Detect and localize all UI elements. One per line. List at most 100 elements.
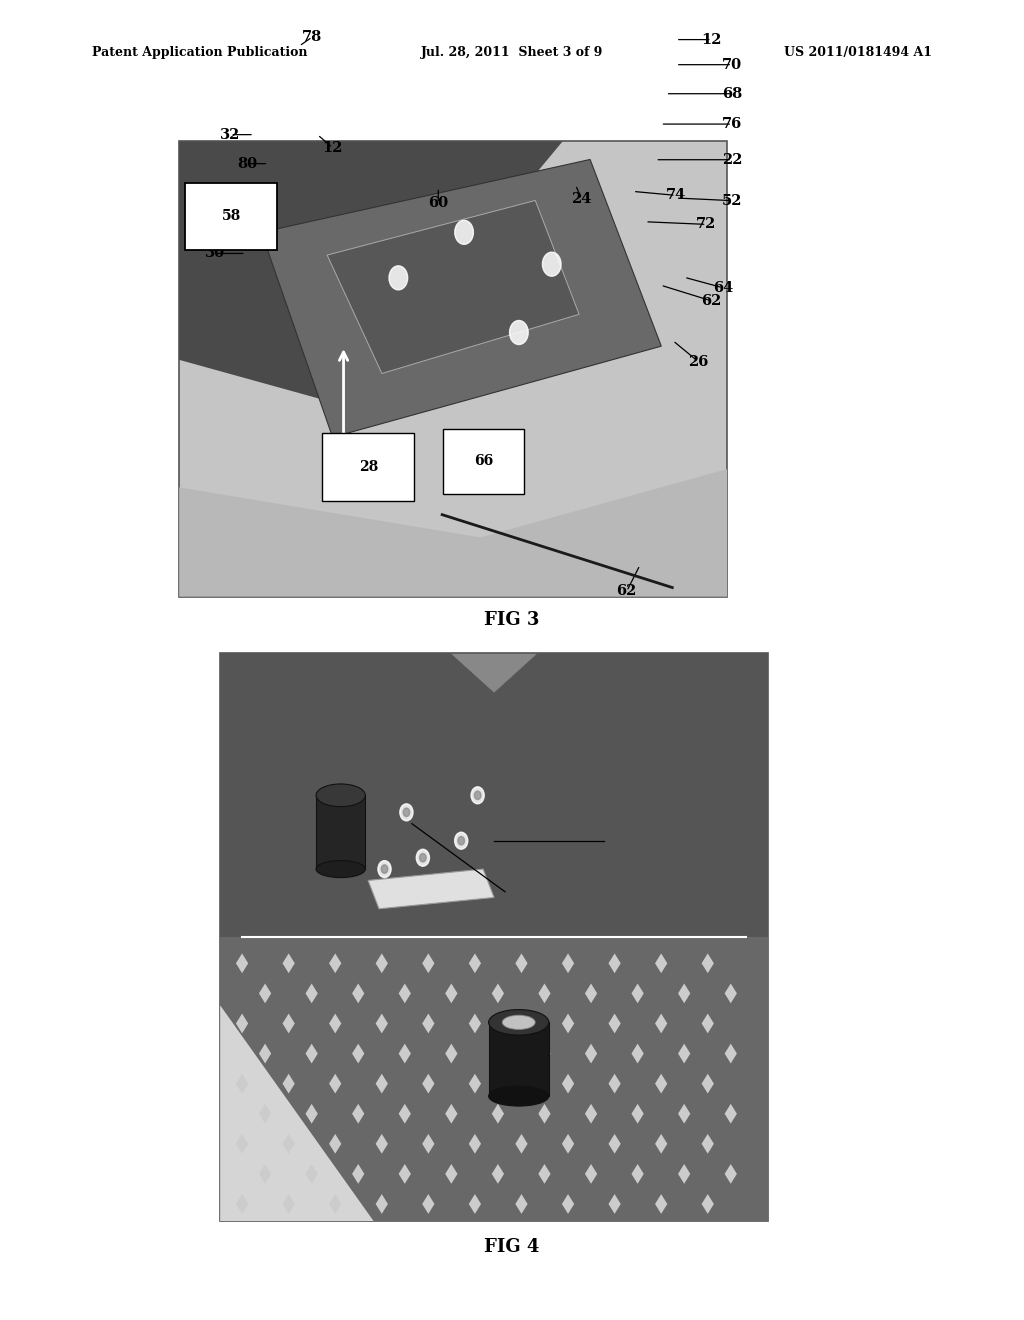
FancyBboxPatch shape bbox=[323, 433, 414, 500]
Polygon shape bbox=[283, 1195, 295, 1214]
Circle shape bbox=[474, 791, 481, 800]
Polygon shape bbox=[562, 953, 574, 973]
Polygon shape bbox=[236, 1195, 248, 1214]
Polygon shape bbox=[562, 1014, 574, 1034]
Text: 72: 72 bbox=[696, 218, 717, 231]
Text: 12: 12 bbox=[701, 33, 722, 46]
Polygon shape bbox=[701, 1134, 714, 1154]
Bar bbox=[488, 1022, 549, 1096]
FancyBboxPatch shape bbox=[185, 182, 278, 249]
Polygon shape bbox=[445, 1104, 458, 1123]
Text: 74: 74 bbox=[666, 189, 686, 202]
Polygon shape bbox=[608, 953, 621, 973]
Text: 22: 22 bbox=[722, 153, 742, 166]
Polygon shape bbox=[259, 1044, 271, 1064]
Polygon shape bbox=[329, 1134, 341, 1154]
Polygon shape bbox=[585, 983, 597, 1003]
Polygon shape bbox=[179, 141, 563, 405]
Polygon shape bbox=[422, 953, 434, 973]
Polygon shape bbox=[283, 1134, 295, 1154]
Polygon shape bbox=[655, 1134, 668, 1154]
Polygon shape bbox=[655, 1014, 668, 1034]
Polygon shape bbox=[220, 1006, 374, 1221]
Polygon shape bbox=[327, 201, 580, 374]
Polygon shape bbox=[539, 983, 551, 1003]
Polygon shape bbox=[352, 983, 365, 1003]
Polygon shape bbox=[608, 1195, 621, 1214]
Polygon shape bbox=[398, 1104, 411, 1123]
Text: 32: 32 bbox=[220, 128, 241, 141]
Polygon shape bbox=[259, 1104, 271, 1123]
Polygon shape bbox=[608, 1134, 621, 1154]
Polygon shape bbox=[398, 1164, 411, 1184]
Text: 68: 68 bbox=[722, 87, 742, 100]
Polygon shape bbox=[608, 1073, 621, 1093]
Circle shape bbox=[389, 265, 408, 290]
Text: US 2011/0181494 A1: US 2011/0181494 A1 bbox=[783, 46, 932, 59]
Ellipse shape bbox=[316, 861, 366, 878]
Polygon shape bbox=[329, 1014, 341, 1034]
Polygon shape bbox=[515, 1014, 527, 1034]
Polygon shape bbox=[283, 953, 295, 973]
Circle shape bbox=[455, 832, 468, 849]
Polygon shape bbox=[259, 983, 271, 1003]
Polygon shape bbox=[376, 1195, 388, 1214]
Text: 70: 70 bbox=[722, 58, 742, 71]
Polygon shape bbox=[469, 1014, 481, 1034]
Polygon shape bbox=[220, 653, 768, 937]
Polygon shape bbox=[376, 1073, 388, 1093]
Polygon shape bbox=[539, 1104, 551, 1123]
Polygon shape bbox=[678, 1164, 690, 1184]
Polygon shape bbox=[305, 983, 317, 1003]
Circle shape bbox=[510, 321, 528, 345]
Circle shape bbox=[381, 865, 388, 874]
Polygon shape bbox=[701, 1195, 714, 1214]
Polygon shape bbox=[422, 1195, 434, 1214]
Bar bbox=[179, 141, 727, 597]
Text: 28: 28 bbox=[358, 459, 378, 474]
Polygon shape bbox=[352, 1044, 365, 1064]
Text: 62: 62 bbox=[701, 294, 722, 308]
Polygon shape bbox=[678, 1044, 690, 1064]
Text: FIG 3: FIG 3 bbox=[484, 611, 540, 630]
Ellipse shape bbox=[503, 1015, 536, 1030]
Text: Patent Application Publication: Patent Application Publication bbox=[92, 46, 307, 59]
Polygon shape bbox=[469, 953, 481, 973]
Polygon shape bbox=[469, 1195, 481, 1214]
Text: 30: 30 bbox=[205, 247, 225, 260]
Polygon shape bbox=[422, 1134, 434, 1154]
Polygon shape bbox=[655, 1195, 668, 1214]
Polygon shape bbox=[678, 983, 690, 1003]
Ellipse shape bbox=[488, 1086, 549, 1106]
Polygon shape bbox=[701, 1014, 714, 1034]
Polygon shape bbox=[539, 1164, 551, 1184]
Polygon shape bbox=[236, 1014, 248, 1034]
Polygon shape bbox=[562, 1195, 574, 1214]
Polygon shape bbox=[305, 1104, 317, 1123]
Polygon shape bbox=[179, 469, 727, 597]
Polygon shape bbox=[515, 1073, 527, 1093]
Polygon shape bbox=[469, 1134, 481, 1154]
Polygon shape bbox=[469, 1073, 481, 1093]
Polygon shape bbox=[236, 953, 248, 973]
Polygon shape bbox=[376, 1134, 388, 1154]
Polygon shape bbox=[283, 1073, 295, 1093]
Polygon shape bbox=[305, 1164, 317, 1184]
Polygon shape bbox=[632, 1104, 644, 1123]
Text: 24: 24 bbox=[571, 193, 592, 206]
Circle shape bbox=[420, 854, 426, 862]
Circle shape bbox=[403, 808, 410, 817]
Polygon shape bbox=[585, 1104, 597, 1123]
Bar bbox=[316, 795, 366, 869]
Polygon shape bbox=[261, 160, 662, 437]
Polygon shape bbox=[329, 1195, 341, 1214]
Circle shape bbox=[543, 252, 561, 276]
Polygon shape bbox=[515, 1134, 527, 1154]
Ellipse shape bbox=[316, 784, 366, 807]
Polygon shape bbox=[632, 1164, 644, 1184]
Text: 76: 76 bbox=[722, 117, 742, 131]
Polygon shape bbox=[236, 1073, 248, 1093]
Polygon shape bbox=[398, 983, 411, 1003]
Polygon shape bbox=[445, 1044, 458, 1064]
Text: 82: 82 bbox=[225, 185, 246, 198]
